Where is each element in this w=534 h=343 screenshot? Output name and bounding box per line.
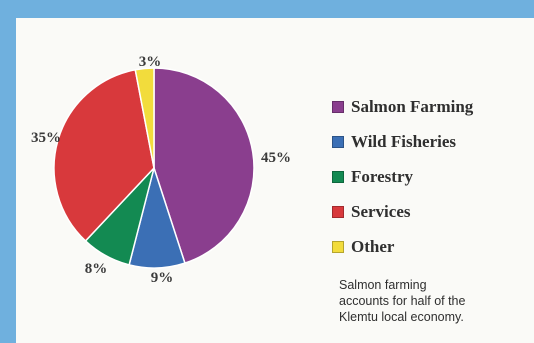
legend-item: Forestry bbox=[332, 159, 473, 194]
legend-swatch-other bbox=[332, 240, 344, 253]
legend-item: Other bbox=[332, 229, 473, 264]
pie-data-label: 45% bbox=[261, 150, 291, 166]
pie-slice-other bbox=[134, 67, 155, 169]
legend-item: Services bbox=[332, 194, 473, 229]
legend-swatch-wild-fisheries bbox=[332, 135, 344, 148]
pie-data-label: 9% bbox=[151, 270, 174, 286]
note-line: Klemtu local economy. bbox=[339, 310, 464, 324]
legend-item: Salmon Farming bbox=[332, 89, 473, 124]
legend-swatch-salmon-farming bbox=[332, 100, 344, 113]
pie-chart: 45% 9% 8% 35% 3% Salmon Farming Wild Fisheri… bbox=[16, 18, 534, 343]
note-line: accounts for half of the bbox=[339, 294, 466, 308]
legend-swatch-services bbox=[332, 205, 344, 218]
pie-slice-services bbox=[53, 68, 155, 242]
legend-label: Salmon Farming bbox=[351, 96, 474, 116]
pie-data-label: 35% bbox=[31, 130, 61, 146]
note-line: Salmon farming bbox=[339, 278, 427, 292]
pie-slice-salmon-farming bbox=[153, 67, 255, 265]
pie-chart-svg: 45% 9% 8% 35% 3% bbox=[31, 54, 291, 286]
legend-label: Wild Fisheries bbox=[351, 131, 456, 151]
legend-label: Forestry bbox=[351, 166, 413, 186]
chart-note: Salmon farming accounts for half of the … bbox=[339, 277, 534, 325]
legend-swatch-forestry bbox=[332, 170, 344, 183]
legend-item: Wild Fisheries bbox=[332, 124, 473, 159]
legend: Salmon Farming Wild Fisheries Forestry S… bbox=[332, 89, 473, 264]
pie-data-label: 3% bbox=[139, 54, 162, 70]
legend-label: Services bbox=[351, 201, 411, 221]
pie-data-label: 8% bbox=[85, 261, 108, 277]
legend-label: Other bbox=[351, 236, 395, 256]
